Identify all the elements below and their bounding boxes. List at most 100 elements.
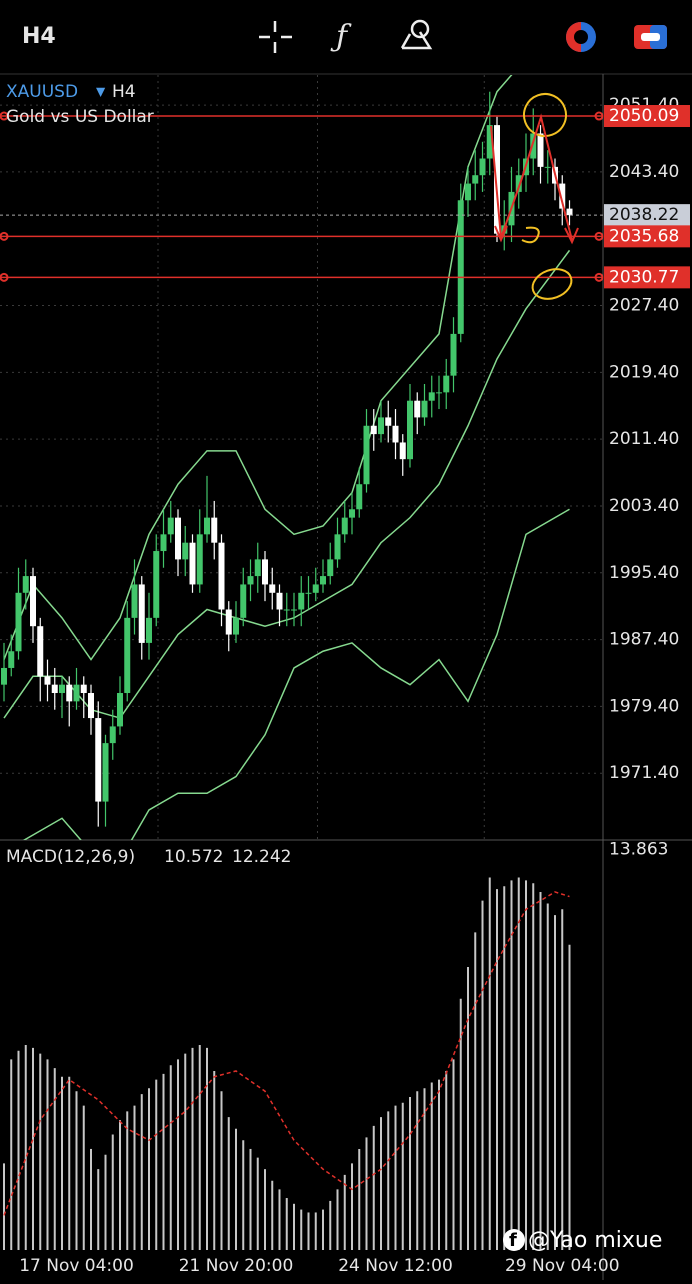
candle-body <box>95 718 102 802</box>
candle-body <box>327 559 334 577</box>
candle-body <box>117 693 123 727</box>
crosshair-icon[interactable] <box>259 21 292 53</box>
y-tick-label: 1971.40 <box>609 763 679 783</box>
bollinger-band <box>22 508 570 840</box>
y-tick-label: 2019.40 <box>609 362 679 382</box>
line-handle <box>594 231 604 241</box>
candle-body <box>1 667 7 685</box>
candle-body <box>218 542 225 610</box>
line-handle <box>0 272 9 282</box>
candle-body <box>305 592 312 594</box>
candle-body <box>66 684 73 702</box>
symbol-description: Gold vs US Dollar <box>6 107 154 127</box>
candle-body <box>530 133 537 159</box>
price-line-label: 2030.77 <box>609 267 679 287</box>
y-tick-label: 2043.40 <box>609 162 679 182</box>
candle-body <box>204 517 210 535</box>
price-line-label: 2050.09 <box>609 106 679 126</box>
line-handle <box>594 272 604 282</box>
y-tick-label: 1979.40 <box>609 696 679 716</box>
candle-body <box>443 375 450 393</box>
candle-body <box>472 175 479 184</box>
candle-body <box>494 125 500 234</box>
y-tick-label: 1995.40 <box>609 563 679 583</box>
candle-body <box>247 576 254 585</box>
candle-body <box>131 584 138 618</box>
candle-body <box>450 333 457 376</box>
candle-body <box>8 651 15 668</box>
candle-body <box>566 208 573 216</box>
watermark: f @Yao mixue <box>503 1228 662 1253</box>
candle-body <box>276 592 283 610</box>
candle-body <box>385 417 392 426</box>
candle-body <box>37 626 44 677</box>
candle-body <box>436 392 442 394</box>
account-icon[interactable] <box>634 25 667 49</box>
y-tick-label: 2011.40 <box>609 429 679 449</box>
candle-body <box>233 617 239 635</box>
candle-body <box>370 425 377 435</box>
candle-body <box>189 542 196 585</box>
candle-body <box>457 200 464 334</box>
candle-body <box>124 617 131 694</box>
candle-body <box>262 559 268 585</box>
candle-body <box>544 166 551 168</box>
candle-body <box>182 542 189 560</box>
timeframe-button[interactable]: H4 <box>22 24 56 49</box>
candle-body <box>479 158 486 176</box>
candle-body <box>175 517 181 560</box>
annotations <box>490 92 579 300</box>
price-line-label: 2035.68 <box>609 226 679 246</box>
candle-body <box>363 425 370 485</box>
indicator-name: MACD(12,26,9) <box>6 847 135 867</box>
objects-icon[interactable] <box>400 19 433 50</box>
candle-body <box>320 576 326 585</box>
candle-body <box>414 400 421 418</box>
x-tick-label: 17 Nov 04:00 <box>19 1256 134 1276</box>
candle-body <box>254 559 261 577</box>
signal-line <box>3 891 570 1216</box>
candle-body <box>428 392 435 401</box>
candle-body <box>167 517 174 535</box>
indicators-icon[interactable]: ƒ <box>330 19 352 54</box>
bollinger-band <box>3 75 513 661</box>
candle-body <box>486 125 493 159</box>
candle-body <box>211 517 218 543</box>
candle-body <box>73 684 80 702</box>
candle-body <box>283 609 290 611</box>
dropdown-icon[interactable]: ▼ <box>96 85 106 99</box>
macd-value: 10.572 <box>164 847 223 867</box>
current-price-label: 2038.22 <box>609 205 679 225</box>
signal-value: 12.242 <box>232 847 291 867</box>
candle-body <box>421 400 428 418</box>
candle-body <box>138 584 145 643</box>
price-line-box <box>604 266 690 289</box>
candle-body <box>225 609 232 635</box>
candle-body <box>537 133 544 167</box>
period: H4 <box>112 82 136 102</box>
symbol[interactable]: XAUUSD <box>6 82 78 102</box>
trade-icon[interactable] <box>566 22 596 52</box>
watermark-text: @Yao mixue <box>528 1228 662 1253</box>
candle-body <box>334 534 341 560</box>
x-tick-label: 21 Nov 20:00 <box>179 1256 294 1276</box>
candle-body <box>30 576 36 627</box>
candle-body <box>392 425 399 443</box>
y-tick-label: 2027.40 <box>609 296 679 316</box>
candle-body <box>559 183 566 209</box>
price-line-box <box>604 225 690 248</box>
candle-body <box>269 584 276 593</box>
candle-body <box>515 175 522 192</box>
line-handle <box>0 111 9 121</box>
candle-body <box>146 617 152 643</box>
candle-body <box>44 676 51 685</box>
candle-body <box>109 726 116 744</box>
candle-body <box>22 576 29 593</box>
y-tick-label: 1987.40 <box>609 630 679 650</box>
candle-body <box>465 183 471 201</box>
candle-body <box>51 684 58 694</box>
candle-body <box>102 743 109 802</box>
y-tick-label: 13.863 <box>609 840 668 860</box>
svg-text:f: f <box>509 1230 517 1251</box>
